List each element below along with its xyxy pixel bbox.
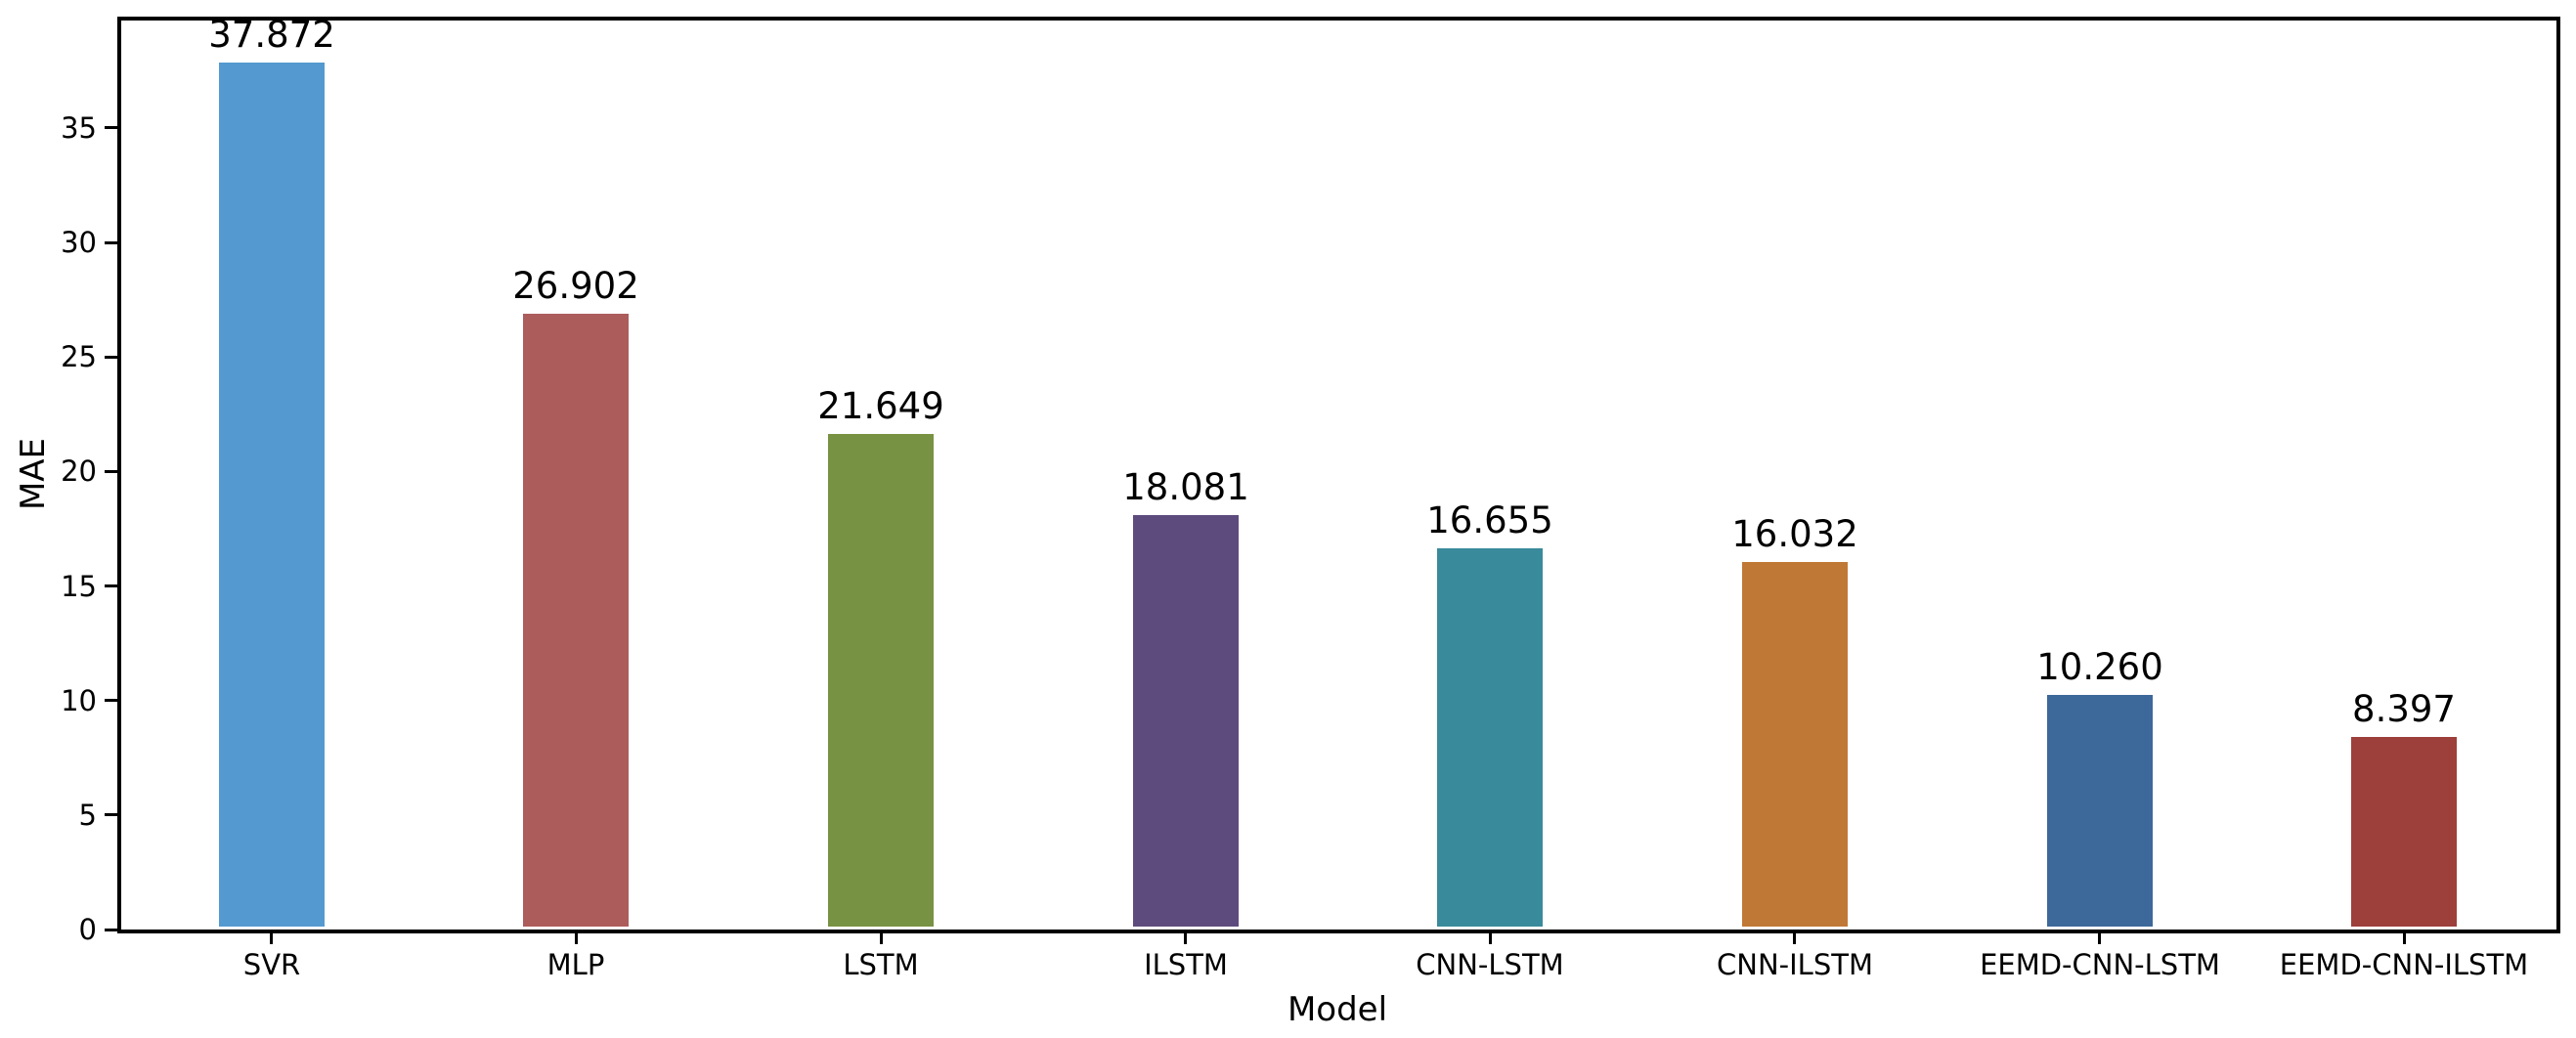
y-tick-mark <box>105 356 117 359</box>
x-tick-label: MLP <box>546 948 605 981</box>
bar-value-label: 21.649 <box>817 385 944 427</box>
y-tick-label: 20 <box>61 454 97 488</box>
bar-ilstm <box>1133 515 1239 927</box>
y-tick-label: 25 <box>61 340 97 373</box>
x-tick-mark <box>1793 931 1796 944</box>
bar-value-label: 18.081 <box>1122 466 1249 508</box>
bar-value-label: 10.260 <box>2036 646 2163 688</box>
bar-cnn-ilstm <box>1742 562 1848 927</box>
y-tick-mark <box>105 929 117 931</box>
y-tick-mark <box>105 470 117 473</box>
x-tick-label: EEMD-CNN-ILSTM <box>2279 948 2529 981</box>
bar-eemd-cnn-lstm <box>2047 695 2153 927</box>
bar-svr <box>219 63 325 927</box>
bar-cnn-lstm <box>1437 548 1543 927</box>
bar-lstm <box>828 434 934 927</box>
x-tick-mark <box>575 931 578 944</box>
bar-value-label: 16.655 <box>1426 499 1553 541</box>
plot-area <box>117 17 2560 933</box>
y-tick-label: 10 <box>61 684 97 717</box>
y-tick-mark <box>105 584 117 587</box>
y-tick-mark <box>105 699 117 702</box>
x-tick-mark <box>2403 931 2406 944</box>
x-tick-mark <box>1184 931 1187 944</box>
x-tick-label: CNN-LSTM <box>1416 948 1564 981</box>
y-tick-label: 0 <box>78 913 97 946</box>
y-tick-label: 5 <box>78 799 97 832</box>
y-tick-mark <box>105 813 117 816</box>
x-tick-label: CNN-ILSTM <box>1717 948 1873 981</box>
y-tick-label: 15 <box>61 570 97 603</box>
y-tick-mark <box>105 126 117 129</box>
x-tick-label: SVR <box>242 948 301 981</box>
x-tick-mark <box>270 931 273 944</box>
bar-eemd-cnn-ilstm <box>2351 737 2457 927</box>
x-tick-label: ILSTM <box>1144 948 1228 981</box>
x-axis-title: Model <box>1287 990 1388 1029</box>
bar-mlp <box>523 314 629 927</box>
x-tick-mark <box>1489 931 1492 944</box>
x-tick-label: EEMD-CNN-LSTM <box>1980 948 2220 981</box>
y-tick-mark <box>105 241 117 244</box>
bar-value-label: 37.872 <box>208 14 335 56</box>
x-tick-mark <box>880 931 883 944</box>
bar-value-label: 8.397 <box>2352 688 2456 730</box>
x-tick-label: LSTM <box>843 948 919 981</box>
x-tick-mark <box>2098 931 2101 944</box>
y-tick-label: 35 <box>61 111 97 145</box>
y-tick-label: 30 <box>61 226 97 259</box>
bar-value-label: 26.902 <box>512 265 639 307</box>
bar-value-label: 16.032 <box>1731 513 1858 555</box>
